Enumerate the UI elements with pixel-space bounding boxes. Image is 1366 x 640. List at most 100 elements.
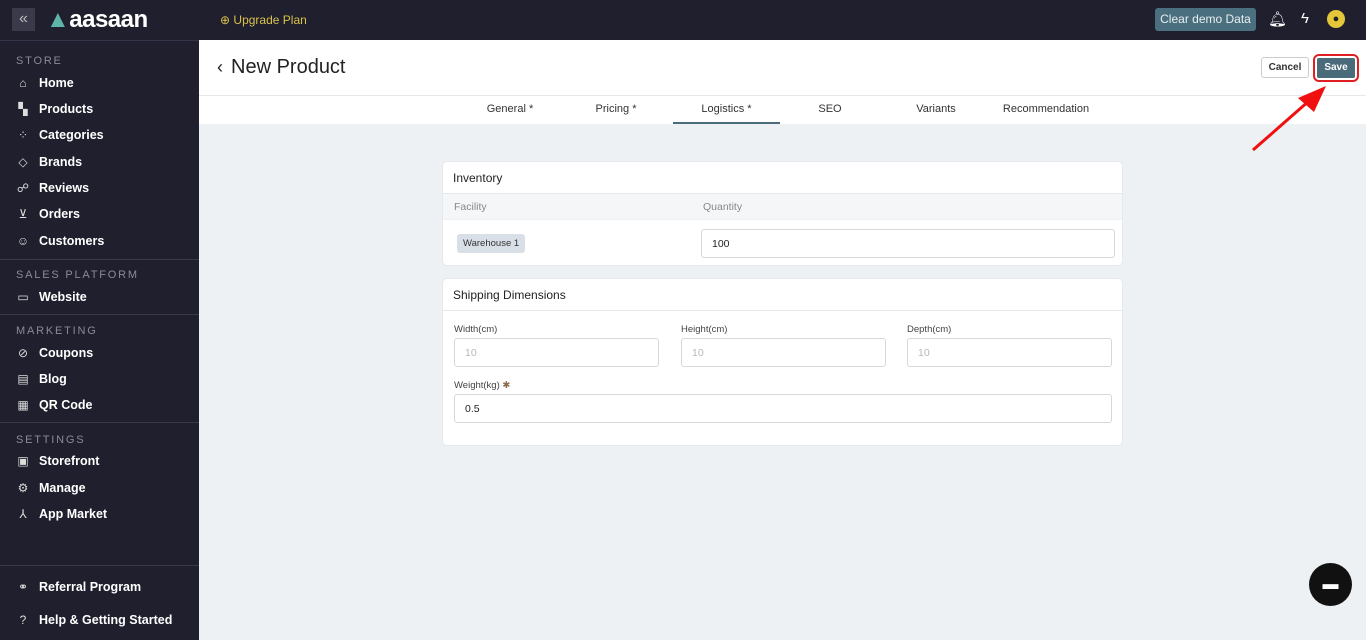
weight-input[interactable]: 0.5 [454, 394, 1112, 423]
sidebar-item-help[interactable]: ? Help & Getting Started [16, 613, 173, 627]
label: Referral Program [39, 580, 142, 594]
chat-button[interactable]: ▬ [1309, 563, 1352, 606]
blog-icon: ▤ [17, 372, 29, 386]
lightning-icon[interactable]: ϟ [1301, 10, 1309, 27]
cancel-button[interactable]: Cancel [1261, 57, 1309, 78]
brand-name: aasaan [69, 6, 148, 33]
collapse-sidebar-button[interactable]: « [12, 8, 35, 31]
monitor-icon: ▭ [17, 290, 29, 304]
section-sales-platform: SALES PLATFORM [16, 269, 139, 281]
sidebar-item-categories[interactable]: ⁘ Categories [16, 128, 104, 142]
logo[interactable]: ▲aasaan [46, 6, 148, 33]
weight-label-text: Weight(kg) [454, 380, 500, 391]
depth-input[interactable]: 10 [907, 338, 1112, 367]
avatar[interactable]: ● [1327, 10, 1345, 28]
tag-icon: ◇ [18, 155, 28, 169]
red-arrow-annotation [1252, 86, 1326, 152]
inventory-title: Inventory [443, 162, 1122, 194]
divider [0, 422, 199, 423]
sidebar-item-customers[interactable]: ☺ Customers [16, 234, 104, 248]
help-icon: ? [19, 613, 27, 627]
reviews-icon: ☍ [16, 181, 30, 195]
height-label: Height(cm) [681, 324, 728, 335]
divider [0, 314, 199, 315]
label: Blog [39, 372, 67, 386]
home-icon: ⌂ [19, 76, 27, 90]
save-button[interactable]: Save [1313, 54, 1359, 82]
tab-recommendation[interactable]: Recommendation [1002, 103, 1090, 115]
weight-label: Weight(kg) ✱ [454, 380, 510, 391]
page-title: ‹ New Product [217, 56, 346, 79]
label: Storefront [39, 454, 100, 468]
shipping-title: Shipping Dimensions [443, 279, 1122, 311]
width-label: Width(cm) [454, 324, 498, 335]
sidebar-item-coupons[interactable]: ⊘ Coupons [16, 346, 93, 360]
label: Help & Getting Started [39, 613, 173, 627]
sidebar-item-products[interactable]: ▚ Products [16, 102, 93, 116]
section-settings: SETTINGS [16, 434, 86, 446]
label: Reviews [39, 181, 90, 195]
quantity-header: Quantity [703, 201, 743, 213]
sidebar-item-blog[interactable]: ▤ Blog [16, 372, 67, 386]
sidebar-item-qr-code[interactable]: ▦ QR Code [16, 398, 92, 412]
upgrade-plan-link[interactable]: ⊕ Upgrade Plan [220, 13, 307, 27]
sidebar-item-manage[interactable]: ⚙ Manage [16, 481, 86, 495]
cart-icon: ⊻ [18, 207, 28, 221]
label: Products [39, 102, 94, 116]
back-chevron-icon[interactable]: ‹ [217, 57, 223, 77]
sidebar-item-app-market[interactable]: ⅄ App Market [16, 507, 107, 521]
shipping-dimensions-card: Shipping Dimensions Width(cm) 10 Height(… [442, 278, 1123, 446]
tab-variants[interactable]: Variants [916, 103, 956, 115]
section-store: STORE [16, 55, 63, 67]
tab-bar: General * Pricing * Logistics * SEO Vari… [199, 96, 1366, 124]
bell-icon[interactable]: 🔔︎ [1268, 11, 1288, 28]
label: Home [39, 76, 74, 90]
apps-icon: ⅄ [19, 507, 27, 521]
sidebar-item-brands[interactable]: ◇ Brands [16, 155, 82, 169]
sidebar-item-storefront[interactable]: ▣ Storefront [16, 454, 99, 468]
qr-code-icon: ▦ [17, 398, 29, 412]
sidebar-item-orders[interactable]: ⊻ Orders [16, 207, 80, 221]
width-input[interactable]: 10 [454, 338, 659, 367]
page-header: ‹ New Product Cancel Save [199, 40, 1366, 96]
tab-seo[interactable]: SEO [818, 103, 842, 115]
categories-icon: ⁘ [17, 128, 29, 142]
quantity-input[interactable]: 100 [701, 229, 1115, 258]
required-asterisk-icon: ✱ [502, 380, 511, 391]
label: App Market [39, 507, 108, 521]
sidebar-item-website[interactable]: ▭ Website [16, 290, 87, 304]
clear-demo-data-button[interactable]: Clear demo Data [1155, 8, 1256, 31]
handshake-icon: ⚭ [17, 580, 29, 594]
label: Coupons [39, 346, 94, 360]
storefront-icon: ▣ [17, 454, 29, 468]
label: Brands [39, 155, 83, 169]
sidebar-item-referral-program[interactable]: ⚭ Referral Program [16, 580, 141, 594]
label: Manage [39, 481, 86, 495]
title-text: New Product [231, 56, 346, 78]
height-input[interactable]: 10 [681, 338, 886, 367]
chat-icon: ▬ [1322, 576, 1339, 593]
facility-header: Facility [454, 201, 487, 213]
sidebar-item-home[interactable]: ⌂ Home [16, 76, 74, 90]
section-marketing: MARKETING [16, 325, 98, 337]
label: Categories [39, 128, 104, 142]
label: Customers [39, 234, 105, 248]
sidebar-item-reviews[interactable]: ☍ Reviews [16, 181, 89, 195]
tab-logistics[interactable]: Logistics * [673, 103, 780, 124]
facility-badge: Warehouse 1 [457, 234, 526, 253]
gear-icon: ⚙ [17, 481, 29, 495]
label: Orders [39, 207, 80, 221]
coupon-icon: ⊘ [17, 346, 29, 360]
tab-general[interactable]: General * [486, 103, 534, 115]
inventory-table-header: Facility Quantity [443, 194, 1122, 220]
grid-icon: ▚ [18, 102, 28, 116]
label: Website [39, 290, 87, 304]
plus-circle-icon: ⊕ [220, 13, 231, 27]
tab-pricing[interactable]: Pricing * [595, 103, 637, 115]
top-bar: « ▲aasaan ⊕ Upgrade Plan Clear demo Data… [0, 0, 1366, 40]
sidebar: STORE ⌂ Home ▚ Products ⁘ Categories ◇ Brand… [0, 40, 199, 640]
upgrade-label: Upgrade Plan [233, 13, 307, 27]
divider [0, 259, 199, 260]
divider [0, 565, 199, 566]
depth-label: Depth(cm) [907, 324, 952, 335]
